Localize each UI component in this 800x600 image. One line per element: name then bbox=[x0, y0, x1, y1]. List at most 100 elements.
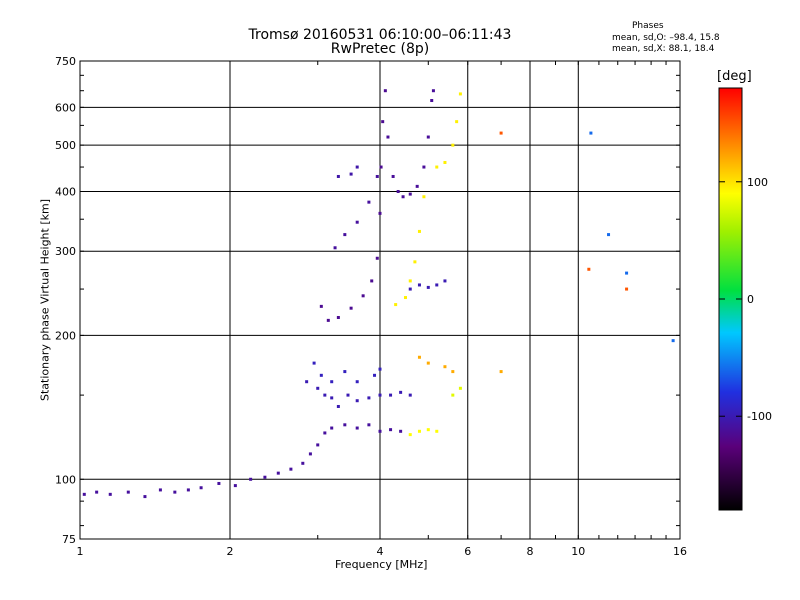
y-tick-label: 75 bbox=[62, 533, 76, 546]
echo-point bbox=[336, 174, 340, 178]
echo-point bbox=[336, 315, 340, 319]
echo-point bbox=[301, 461, 305, 465]
echo-point bbox=[289, 467, 293, 471]
echo-point bbox=[126, 490, 130, 494]
echo-point bbox=[82, 492, 86, 496]
colorbar-ticks: 100 0 -100 bbox=[719, 176, 772, 423]
echo-point bbox=[217, 481, 221, 485]
echo-point bbox=[422, 165, 426, 169]
echo-point bbox=[343, 233, 347, 237]
echo-point bbox=[458, 92, 462, 96]
echo-point bbox=[391, 174, 395, 178]
echo-point bbox=[378, 393, 382, 397]
echo-point bbox=[319, 373, 323, 377]
echo-point bbox=[435, 429, 439, 433]
echo-point bbox=[499, 370, 503, 374]
echo-point bbox=[386, 135, 390, 139]
echo-point bbox=[378, 367, 382, 371]
grid-lines bbox=[80, 61, 680, 539]
echo-point bbox=[330, 426, 334, 430]
echo-point bbox=[330, 380, 334, 384]
y-tick-label: 100 bbox=[55, 473, 76, 486]
colorbar-title: [deg] bbox=[717, 69, 752, 84]
x-tick-label: 8 bbox=[527, 545, 534, 558]
echo-point bbox=[316, 386, 320, 390]
y-tick-label: 300 bbox=[55, 245, 76, 258]
echo-point bbox=[422, 195, 426, 199]
echo-point bbox=[249, 477, 253, 481]
echo-point bbox=[408, 192, 412, 196]
echo-point bbox=[399, 429, 403, 433]
echo-point bbox=[312, 361, 316, 365]
echo-point bbox=[355, 165, 359, 169]
echo-point bbox=[173, 490, 177, 494]
echo-point bbox=[417, 355, 421, 359]
echo-point bbox=[408, 393, 412, 397]
echo-point bbox=[263, 475, 267, 479]
phases-heading: Phases bbox=[632, 21, 664, 31]
colorbar-tick-label: -100 bbox=[747, 410, 772, 423]
echo-point bbox=[343, 370, 347, 374]
echo-point bbox=[426, 361, 430, 365]
echo-point bbox=[451, 370, 455, 374]
chart-title-line2: RwPretec (8p) bbox=[330, 41, 430, 57]
colorbar-tick-label: 100 bbox=[747, 176, 768, 189]
echo-point bbox=[430, 99, 434, 103]
echo-point bbox=[305, 380, 309, 384]
echo-point bbox=[401, 195, 405, 199]
echo-point bbox=[403, 296, 407, 300]
echo-point bbox=[326, 318, 330, 322]
echo-point bbox=[343, 423, 347, 427]
echo-point bbox=[426, 285, 430, 289]
echo-point bbox=[451, 143, 455, 147]
echo-point bbox=[455, 120, 459, 124]
echo-point bbox=[435, 283, 439, 287]
echo-point bbox=[587, 267, 591, 271]
echo-point bbox=[443, 160, 447, 164]
axis-ticks: 1 2 4 6 8 10 16 75 100 200 300 400 500 600 750 bbox=[55, 55, 687, 558]
echo-point bbox=[671, 339, 675, 343]
echo-point bbox=[499, 131, 503, 135]
y-tick-label: 200 bbox=[55, 329, 76, 342]
echo-point bbox=[443, 365, 447, 369]
echo-point bbox=[381, 120, 385, 124]
echo-point bbox=[367, 396, 371, 400]
echo-point bbox=[108, 492, 112, 496]
echo-point bbox=[333, 246, 337, 250]
echo-point bbox=[378, 211, 382, 215]
echo-point bbox=[158, 488, 162, 492]
x-tick-label: 16 bbox=[673, 545, 687, 558]
chart-title-line1: Tromsø 20160531 06:10:00–06:11:43 bbox=[248, 27, 512, 43]
echo-point bbox=[323, 431, 327, 435]
y-tick-label: 500 bbox=[55, 139, 76, 152]
x-axis-label: Frequency [MHz] bbox=[335, 558, 428, 571]
echo-point bbox=[399, 390, 403, 394]
echo-point bbox=[589, 131, 593, 135]
echo-point bbox=[451, 393, 455, 397]
echo-point bbox=[417, 283, 421, 287]
echo-point bbox=[336, 404, 340, 408]
colorbar-tick-label: 0 bbox=[747, 293, 754, 306]
echo-point bbox=[396, 189, 400, 193]
echo-point bbox=[394, 303, 398, 307]
echo-point bbox=[370, 279, 374, 283]
echo-point bbox=[373, 373, 377, 377]
echo-point bbox=[379, 165, 383, 169]
echo-point bbox=[383, 89, 387, 93]
echo-point bbox=[408, 279, 412, 283]
echo-point bbox=[367, 423, 371, 427]
echo-point bbox=[95, 490, 99, 494]
echo-point bbox=[431, 89, 435, 93]
y-tick-label: 600 bbox=[55, 101, 76, 114]
echo-point bbox=[355, 426, 359, 430]
echo-point bbox=[355, 399, 359, 403]
echo-point bbox=[319, 304, 323, 308]
y-axis-label: Stationary phase Virtual Height [km] bbox=[38, 198, 52, 402]
echo-point bbox=[458, 386, 462, 390]
echo-point bbox=[607, 233, 611, 237]
echo-point bbox=[408, 287, 412, 291]
echo-point bbox=[330, 396, 334, 400]
echo-point bbox=[349, 306, 353, 310]
echo-point bbox=[375, 256, 379, 260]
echo-point bbox=[308, 452, 312, 456]
